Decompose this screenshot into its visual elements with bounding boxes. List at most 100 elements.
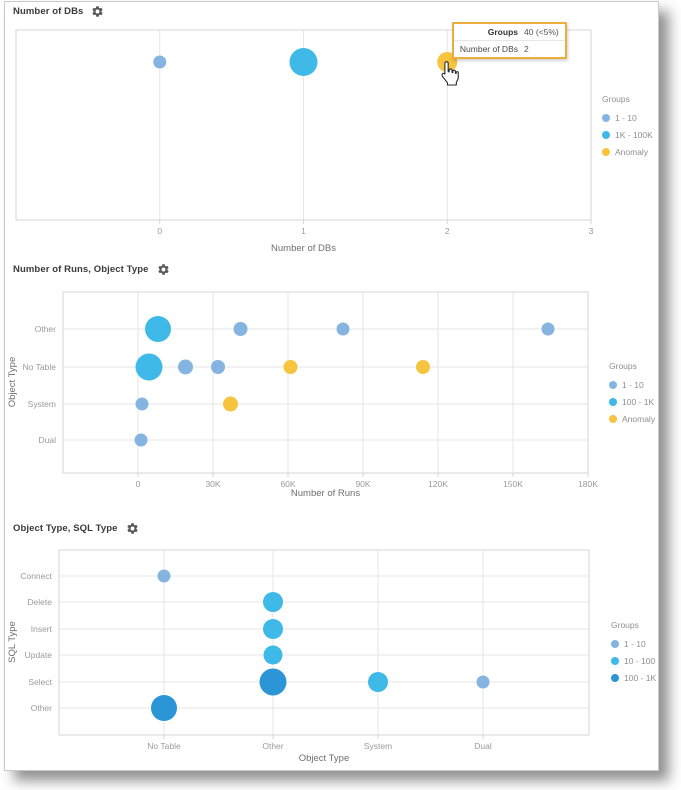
y-category-label: System (28, 399, 56, 409)
bubble-100-1K[interactable] (151, 695, 177, 721)
legend-title: Groups (609, 361, 637, 371)
legend-item: 1 - 10 (609, 380, 655, 390)
x-tick-label: 60K (280, 479, 295, 489)
tooltip-value: 40 (<5%) (524, 27, 559, 37)
legend-label: Anomaly (622, 414, 656, 424)
x-tick-label: 0 (136, 479, 141, 489)
bubble-1-10[interactable] (233, 322, 248, 336)
legend-item: 10 - 100 (611, 656, 656, 666)
y-category-label: Other (31, 703, 52, 713)
bubble-100-1K[interactable] (135, 353, 163, 381)
legend-swatch-icon (611, 640, 619, 648)
legend-label: 1 - 10 (622, 380, 644, 390)
chart-header: Object Type, SQL Type (13, 522, 139, 535)
legend-item: 1 - 10 (611, 639, 656, 649)
x-tick-label: 1 (301, 226, 306, 236)
bubble-1-10[interactable] (178, 359, 193, 375)
x-tick-label: 150K (503, 479, 523, 489)
legend-swatch-icon (611, 657, 619, 665)
bubble-1-10[interactable] (134, 433, 148, 447)
x-tick-label: 30K (205, 479, 220, 489)
bubble-10-100[interactable] (263, 645, 283, 665)
y-category-label: Delete (27, 597, 52, 607)
legend-swatch-icon (602, 131, 610, 139)
dashboard-card: Number of DBs 0 1 2 3 Number of DBs Groups … (4, 1, 659, 771)
settings-gear-icon[interactable] (157, 263, 170, 276)
x-tick-label: 120K (428, 479, 448, 489)
chart-title: Object Type, SQL Type (13, 523, 118, 534)
tooltip-row: Number of DBs 2 (454, 41, 565, 57)
bubble-Anomaly[interactable] (223, 396, 238, 412)
chart-number-of-runs-object-type: Number of Runs, Object Type 0 30K 60K 90K 12… (5, 257, 658, 517)
x-axis-title: Number of Runs (290, 488, 361, 499)
legend-item: Anomaly (609, 414, 655, 424)
bubble-10-100[interactable] (263, 619, 283, 639)
x-tick-label: 2 (445, 226, 450, 236)
x-tick-label: 3 (589, 226, 594, 236)
bubble-Anomaly[interactable] (283, 360, 298, 374)
legend-item: 100 - 1K (609, 397, 655, 407)
x-tick-label: 0 (157, 226, 162, 236)
legend-label: 100 - 1K (622, 397, 655, 407)
legend: Groups 1 - 10 100 - 1K Anomaly (609, 361, 655, 431)
chart-header: Number of DBs (13, 5, 104, 18)
settings-gear-icon[interactable] (91, 5, 104, 18)
tooltip: Groups 40 (<5%) Number of DBs 2 (452, 22, 567, 59)
y-axis-title: SQL Type (7, 621, 18, 663)
bubble-1-10[interactable] (211, 360, 225, 374)
legend-title: Groups (611, 620, 639, 630)
legend-item: 1K - 100K (602, 130, 653, 140)
y-category-label: Other (35, 324, 56, 334)
legend-item: 1 - 10 (602, 113, 653, 123)
legend-swatch-icon (609, 415, 617, 423)
bubble-1-10[interactable] (135, 397, 149, 411)
legend-label: 1K - 100K (615, 130, 653, 140)
bubble-100-1K[interactable] (145, 316, 171, 342)
bubble-1-10[interactable] (157, 569, 171, 583)
chart-title: Number of DBs (13, 6, 84, 17)
y-category-label: No Table (23, 362, 57, 372)
legend-label: 100 - 1K (624, 673, 657, 683)
x-tick-label: 180K (578, 479, 598, 489)
x-tick-label: No Table (147, 741, 181, 751)
y-category-label: Update (25, 650, 53, 660)
bubble-1-10[interactable] (153, 55, 167, 69)
bubble-Anomaly[interactable] (416, 360, 430, 374)
legend-swatch-icon (602, 148, 610, 156)
hand-cursor-icon (441, 61, 459, 86)
y-category-label: Select (28, 677, 52, 687)
legend: Groups 1 - 10 1K - 100K Anomaly (602, 94, 653, 164)
chart-header: Number of Runs, Object Type (13, 263, 170, 276)
bubble-1-10[interactable] (476, 675, 490, 689)
plot-border (58, 549, 590, 736)
settings-gear-icon[interactable] (126, 522, 139, 535)
y-category-label: Connect (20, 571, 52, 581)
y-category-label: Dual (39, 435, 57, 445)
legend-title: Groups (602, 94, 630, 104)
tooltip-label: Number of DBs (459, 44, 518, 54)
chart-title: Number of Runs, Object Type (13, 264, 149, 275)
bubble-10-100[interactable] (263, 592, 283, 612)
x-axis-title: Object Type (298, 753, 350, 764)
x-tick-label: Other (262, 741, 283, 751)
tooltip-value: 2 (524, 44, 529, 54)
x-tick-label: System (364, 741, 392, 751)
x-axis-title: Number of DBs (271, 243, 336, 254)
y-category-label: Insert (31, 624, 53, 634)
bubble-1-10[interactable] (336, 322, 350, 336)
bubble-100-1K[interactable] (259, 668, 287, 696)
tooltip-label: Groups (487, 27, 518, 37)
legend-item: Anomaly (602, 147, 653, 157)
legend-swatch-icon (609, 381, 617, 389)
legend: Groups 1 - 10 10 - 100 100 - 1K (611, 620, 656, 690)
legend-label: Anomaly (615, 147, 649, 157)
y-axis-title: Object Type (7, 356, 18, 408)
legend-swatch-icon (602, 114, 610, 122)
bubble-1-10[interactable] (541, 322, 555, 336)
bubble-plot: No Table Other System Dual Connect Delete Inse… (20, 549, 590, 751)
tooltip-row: Groups 40 (<5%) (454, 24, 565, 41)
bubble-1K-100K[interactable] (289, 48, 318, 76)
bubble-10-100[interactable] (368, 672, 388, 692)
x-tick-label: Dual (474, 741, 492, 751)
plot-border (62, 291, 589, 474)
